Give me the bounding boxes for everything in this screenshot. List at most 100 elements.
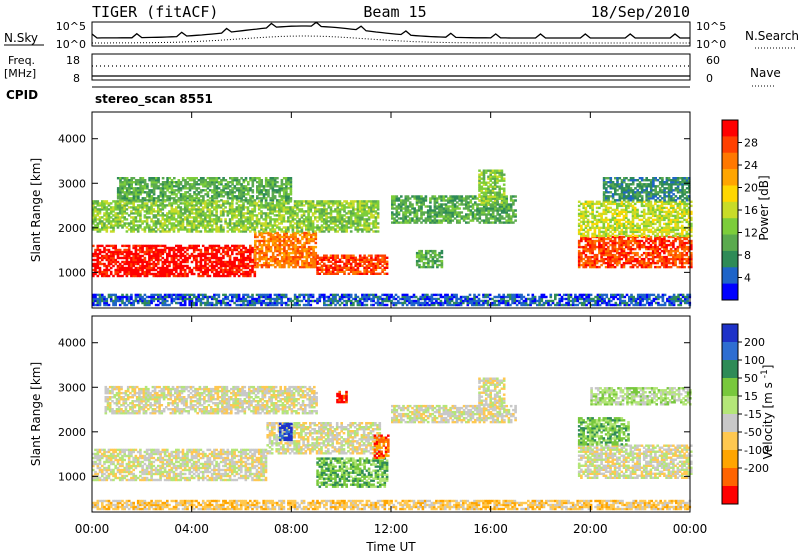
heatmap-cell	[285, 241, 288, 245]
heatmap-cell	[148, 228, 151, 231]
heatmap-cell	[201, 208, 205, 211]
heatmap-cell	[109, 244, 113, 248]
heatmap-cell	[226, 268, 230, 272]
heatmap-cell	[309, 220, 313, 223]
heatmap-cell	[618, 235, 621, 239]
heatmap-cell	[237, 204, 241, 207]
heatmap-cell	[476, 209, 479, 212]
heatmap-cell	[240, 224, 243, 227]
heatmap-cell	[491, 169, 495, 172]
heatmap-cell	[340, 204, 344, 207]
heatmap-cell	[602, 259, 606, 263]
heatmap-cell	[231, 264, 234, 268]
heatmap-cell	[217, 200, 221, 203]
heatmap-cell	[323, 268, 326, 271]
heatmap-cell	[451, 205, 455, 208]
heatmap-cell	[487, 175, 490, 178]
heatmap-cell	[484, 183, 488, 186]
heatmap-cell	[417, 219, 421, 222]
heatmap-cell	[316, 226, 319, 229]
heatmap-cell	[280, 239, 284, 243]
heatmap-cell	[314, 263, 318, 267]
heatmap-cell	[651, 249, 655, 253]
heatmap-cell	[164, 191, 167, 194]
heatmap-cell	[204, 250, 207, 254]
heatmap-cell	[420, 259, 423, 263]
heatmap-cell	[244, 258, 248, 262]
heatmap-cell	[177, 199, 181, 202]
heatmap-cell	[336, 200, 339, 203]
heatmap-cell	[438, 253, 441, 257]
heatmap-cell	[112, 208, 115, 211]
heatmap-cell	[647, 241, 650, 245]
heatmap-cell	[502, 187, 506, 190]
heatmap-cell	[363, 210, 366, 213]
heatmap-cell	[262, 255, 266, 259]
heatmap-cell	[271, 199, 275, 202]
heatmap-cell	[201, 274, 205, 278]
heatmap-cell	[282, 208, 286, 211]
heatmap-cell	[640, 243, 644, 247]
heatmap-cell	[602, 245, 606, 249]
heatmap-cell	[285, 185, 288, 188]
heatmap-cell	[440, 197, 443, 200]
heatmap-cell	[157, 187, 160, 190]
heatmap-cell	[220, 191, 223, 194]
heatmap-cell	[663, 239, 666, 243]
heatmap-cell	[154, 210, 158, 213]
heatmap-cell	[166, 246, 169, 250]
heatmap-cell	[183, 258, 187, 262]
heatmap-cell	[276, 249, 279, 253]
heatmap-cell	[323, 200, 326, 203]
heatmap-cell	[311, 206, 315, 209]
heatmap-cell	[505, 201, 508, 204]
heatmap-cell	[577, 259, 581, 263]
heatmap-cell	[145, 212, 149, 215]
heatmap-cell	[152, 216, 156, 219]
heatmap-cell	[314, 235, 318, 239]
heatmap-cell	[121, 189, 124, 192]
heatmap-cell	[148, 264, 151, 268]
heatmap-cell	[347, 210, 351, 213]
heatmap-cell	[237, 266, 241, 270]
heatmap-cell	[595, 239, 599, 243]
heatmap-cell	[438, 203, 441, 206]
heatmap-cell	[213, 200, 216, 203]
heatmap-cell	[206, 270, 209, 274]
heatmap-cell	[494, 205, 497, 208]
heatmap-cell	[157, 210, 160, 213]
heatmap-cell	[96, 244, 100, 248]
heatmap-cell	[598, 259, 601, 263]
heatmap-cell	[240, 220, 243, 223]
heatmap-cell	[154, 244, 158, 248]
heatmap-cell	[654, 261, 657, 265]
heatmap-cell	[190, 185, 194, 188]
heatmap-cell	[105, 270, 109, 274]
heatmap-cell	[287, 265, 291, 269]
heatmap-cell	[647, 237, 650, 241]
heatmap-cell	[431, 257, 435, 261]
heatmap-cell	[431, 265, 435, 269]
heatmap-cell	[496, 191, 499, 194]
heatmap-cell	[651, 245, 655, 249]
heatmap-cell	[343, 218, 346, 221]
heatmap-cell	[285, 253, 288, 257]
heatmap-cell	[301, 249, 304, 253]
heatmap-cell	[152, 181, 156, 184]
heatmap-cell	[374, 206, 378, 209]
heatmap-cell	[456, 201, 459, 204]
heatmap-cell	[493, 177, 497, 180]
heatmap-cell	[146, 185, 149, 188]
heatmap-cell	[505, 221, 508, 224]
heatmap-cell	[276, 253, 279, 257]
heatmap-cell	[213, 185, 216, 188]
heatmap-cell	[159, 226, 162, 229]
heatmap-cell	[210, 244, 214, 248]
heatmap-cell	[329, 222, 333, 225]
heatmap-cell	[307, 255, 311, 259]
heatmap-cell	[642, 265, 646, 269]
heatmap-cell	[318, 226, 322, 229]
heatmap-cell	[112, 230, 115, 233]
heatmap-cell	[507, 213, 511, 216]
heatmap-cell	[376, 222, 380, 225]
